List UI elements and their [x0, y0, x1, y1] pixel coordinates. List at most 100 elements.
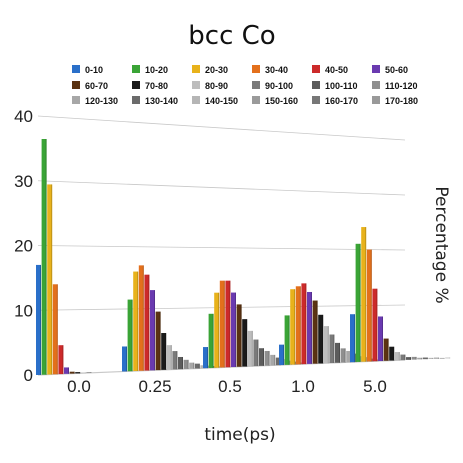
- bar-shade: [159, 311, 161, 371]
- bar: [264, 350, 270, 366]
- legend-swatch: [72, 81, 80, 89]
- bar-shade: [187, 359, 189, 369]
- bar-shade: [387, 338, 389, 361]
- bar: [275, 357, 281, 366]
- bar: [406, 357, 411, 360]
- legend-swatch: [192, 81, 200, 89]
- bar-shade: [45, 139, 47, 375]
- gridline: [37, 180, 406, 196]
- legend-swatch: [72, 65, 80, 73]
- bar: [259, 348, 264, 366]
- bar: [225, 280, 231, 368]
- bar-shade: [421, 357, 423, 360]
- bar-shade: [131, 299, 133, 372]
- legend-label: 20-30: [205, 65, 228, 75]
- bar-shade: [154, 290, 155, 371]
- legend-label: 170-180: [385, 96, 418, 106]
- bar: [355, 243, 361, 362]
- bar: [318, 314, 324, 364]
- legend-label: 30-40: [265, 65, 288, 75]
- bar: [122, 346, 127, 372]
- bar-shade: [365, 227, 367, 362]
- bar-shade: [218, 292, 220, 368]
- bar-shade: [370, 249, 372, 362]
- legend-swatch: [252, 96, 260, 104]
- bar: [284, 315, 290, 365]
- bar-shade: [268, 350, 270, 366]
- bar: [219, 280, 225, 368]
- bar: [172, 351, 178, 370]
- x-tick-label: 0.5: [218, 377, 242, 396]
- bar-shade: [359, 243, 361, 362]
- bar-shade: [182, 356, 183, 370]
- bar-shade: [333, 334, 335, 363]
- bar-shade: [398, 352, 400, 361]
- x-tick-label: 5.0: [363, 377, 387, 396]
- bar: [200, 365, 206, 369]
- bar-shade: [426, 357, 428, 360]
- y-tick-label: 10: [14, 301, 33, 320]
- bar-shade: [198, 363, 200, 369]
- legend-swatch: [192, 65, 200, 73]
- legend-label: 40-50: [325, 65, 348, 75]
- bar-shade: [62, 345, 64, 375]
- bar-shade: [322, 314, 324, 364]
- bar: [127, 299, 133, 372]
- bar: [307, 291, 312, 364]
- legend-swatch: [312, 81, 320, 89]
- bar-shade: [393, 346, 395, 361]
- bar: [361, 227, 367, 362]
- bar: [75, 372, 81, 374]
- bar: [47, 184, 53, 375]
- legend-label: 100-110: [325, 81, 358, 91]
- bar-shade: [294, 289, 296, 365]
- bar: [155, 311, 161, 371]
- bar: [434, 357, 439, 359]
- bar: [253, 339, 259, 367]
- legend-label: 70-80: [145, 81, 168, 91]
- bar: [290, 289, 296, 365]
- legend-swatch: [192, 96, 200, 104]
- bar-shade: [316, 300, 318, 364]
- bar: [203, 347, 208, 369]
- bar-shade: [257, 339, 259, 367]
- bar-shade: [40, 264, 41, 375]
- legend-swatch: [372, 96, 380, 104]
- legend-swatch: [132, 96, 140, 104]
- bar-shade: [251, 330, 253, 367]
- gridline: [37, 245, 406, 251]
- bar-shade: [56, 284, 58, 375]
- bar: [161, 333, 167, 370]
- bar: [138, 265, 144, 371]
- bar: [194, 363, 200, 369]
- bar-shade: [354, 314, 355, 363]
- legend-swatch: [252, 81, 260, 89]
- legend-swatch: [312, 96, 320, 104]
- bar: [144, 274, 150, 371]
- bar-shade: [148, 274, 150, 371]
- legend-swatch: [372, 65, 380, 73]
- legend-swatch: [132, 65, 140, 73]
- bar: [445, 357, 451, 359]
- x-tick-label: 1.0: [291, 377, 315, 396]
- legend-swatch: [312, 65, 320, 73]
- bar: [400, 354, 406, 361]
- bar-shade: [404, 354, 406, 361]
- bar: [346, 351, 352, 363]
- bar-shade: [126, 346, 127, 372]
- bar-shade: [193, 362, 195, 369]
- x-axis-ticks: 0.0 0.25 0.5 1.0 5.0: [67, 377, 387, 396]
- bar: [214, 292, 220, 368]
- bar: [422, 357, 428, 360]
- bar: [329, 334, 335, 363]
- legend-label: 90-100: [265, 81, 293, 91]
- bar-shade: [212, 313, 214, 368]
- bar: [206, 365, 211, 369]
- legend-label: 110-120: [385, 81, 418, 91]
- bar: [58, 345, 64, 375]
- bar-shade: [79, 372, 81, 374]
- bar: [335, 342, 340, 363]
- bar-shade: [415, 356, 417, 360]
- bar-shade: [311, 291, 312, 364]
